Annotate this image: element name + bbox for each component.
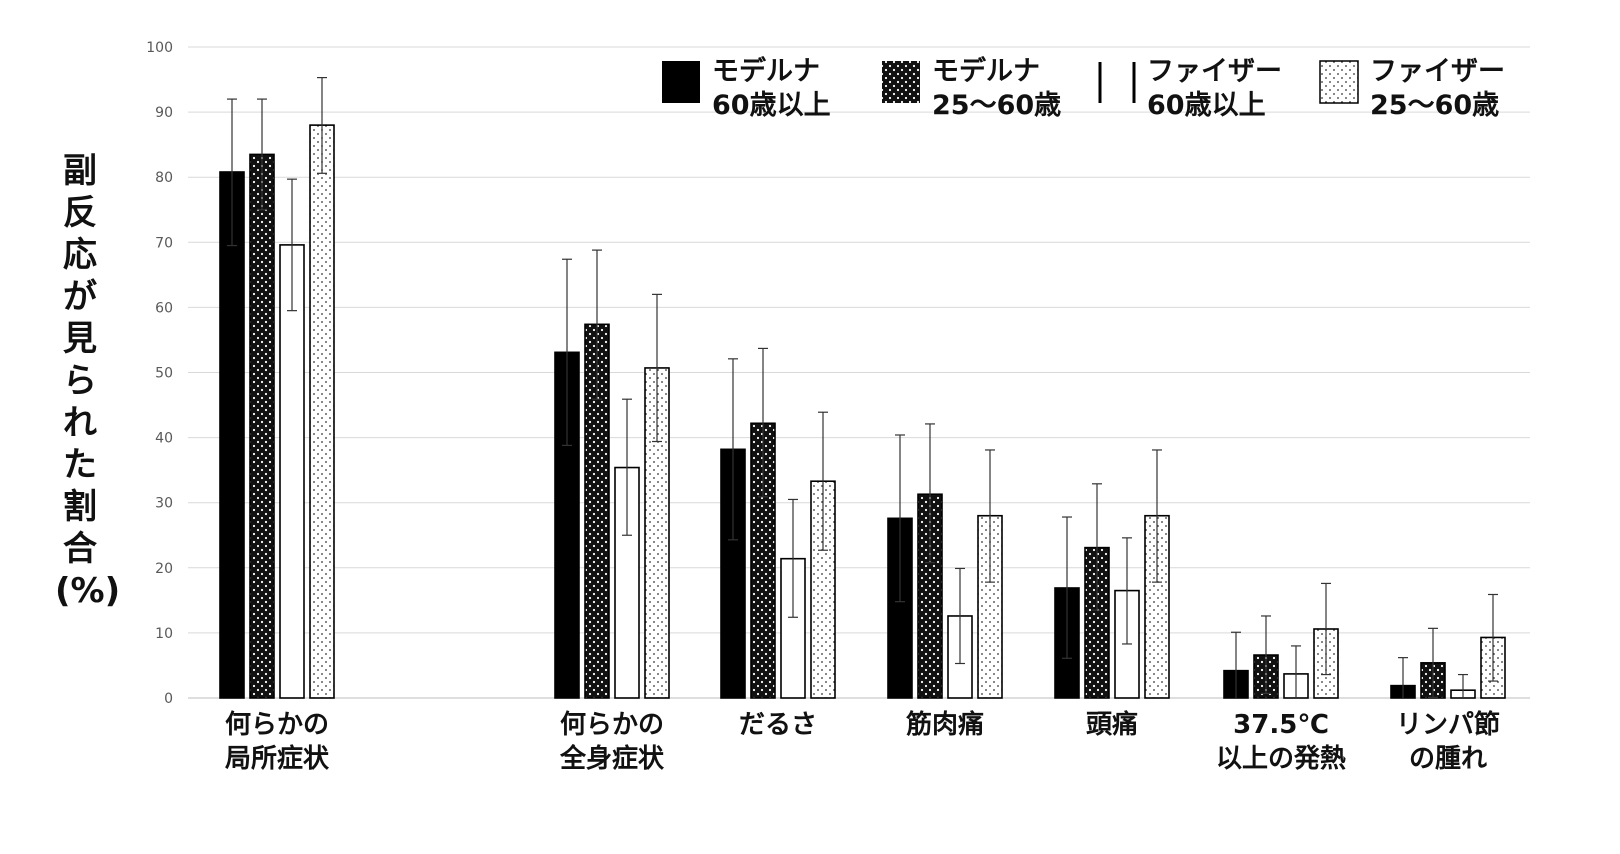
x-category-label: リンパ節: [1396, 709, 1500, 740]
bar: [219, 171, 245, 699]
x-category-label: 何らかの: [560, 710, 664, 740]
y-tick-label: 0: [164, 691, 173, 707]
legend-swatch: [1319, 60, 1359, 104]
legend-swatch: [662, 61, 700, 103]
x-category-label: の腫れ: [1409, 744, 1487, 774]
x-category-label: だるさ: [739, 710, 817, 740]
x-category-label: 局所症状: [225, 743, 330, 774]
x-category-label: 頭痛: [1086, 709, 1138, 740]
y-tick-label: 30: [155, 496, 173, 512]
x-category-label: 全身症状: [559, 743, 665, 774]
x-category-label: 何らかの: [225, 710, 329, 740]
x-category-label: 37.5℃: [1233, 710, 1329, 740]
legend-label: 60歳以上: [712, 90, 831, 121]
x-category-label: 筋肉痛: [906, 709, 984, 740]
legend-label: 60歳以上: [1147, 90, 1266, 121]
legend-label: ファイザー: [1370, 56, 1505, 87]
bar: [309, 124, 335, 699]
y-tick-label: 80: [155, 170, 173, 186]
y-tick-label: 90: [155, 105, 173, 121]
legend-label: 25〜60歳: [932, 90, 1061, 121]
y-tick-label: 20: [155, 561, 173, 577]
y-tick-label: 50: [155, 366, 173, 382]
legend-label: モデルナ: [932, 55, 1040, 87]
y-tick-label: 60: [155, 300, 173, 316]
legend-label: 25〜60歳: [1370, 90, 1499, 121]
bar: [279, 244, 305, 699]
legend-label: ファイザー: [1147, 56, 1282, 87]
y-axis-label: 副反応が見られた割合(%): [55, 151, 121, 611]
bar: [249, 153, 275, 699]
y-tick-label: 70: [155, 235, 173, 251]
x-category-label: 以上の発熱: [1216, 744, 1346, 774]
y-tick-label: 100: [146, 40, 173, 56]
legend-label: モデルナ: [712, 55, 820, 87]
y-tick-label: 10: [155, 626, 173, 642]
legend-swatch: [882, 61, 920, 103]
y-tick-label: 40: [155, 431, 173, 447]
